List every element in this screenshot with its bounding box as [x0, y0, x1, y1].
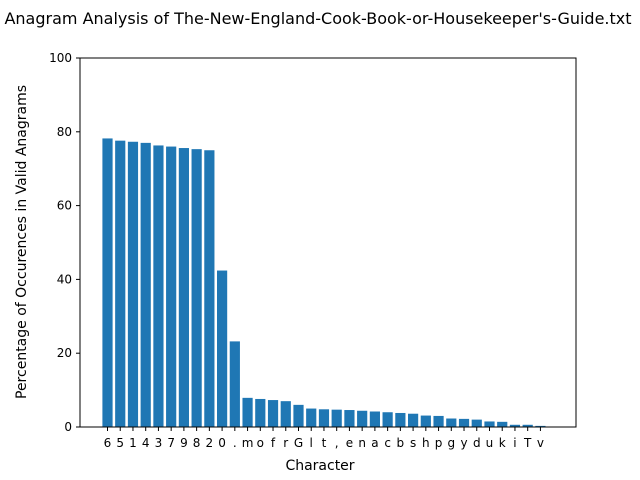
bars-group [102, 138, 546, 428]
x-tick-label-27: g [447, 436, 455, 450]
bar-9 [217, 270, 228, 427]
x-tick-label-5: 7 [167, 436, 175, 450]
bar-12 [255, 398, 266, 427]
bar-26 [433, 415, 444, 427]
bar-13 [267, 400, 279, 427]
bar-1 [115, 140, 126, 427]
bar-27 [446, 418, 457, 427]
x-tick-label-23: b [397, 436, 405, 450]
bar-32 [509, 424, 521, 427]
x-tick-label-32: i [513, 436, 516, 450]
bar-16 [306, 408, 317, 427]
x-tick-label-33: T [523, 436, 532, 450]
x-tick-label-17: t [322, 436, 327, 450]
x-tick-label-24: s [410, 436, 416, 450]
x-tick-label-18: , [335, 436, 339, 450]
bar-25 [420, 415, 431, 427]
y-tick-label-1: 20 [57, 346, 72, 360]
x-tick-label-4: 3 [155, 436, 163, 450]
y-tick-label-4: 80 [57, 125, 72, 139]
x-tick-label-25: h [422, 436, 430, 450]
x-tick-label-12: o [257, 436, 264, 450]
plot-area-frame [79, 57, 577, 428]
bar-3 [140, 142, 151, 427]
bar-31 [497, 421, 508, 427]
y-tick-label-0: 0 [64, 420, 72, 434]
bar-2 [127, 141, 139, 427]
chart-title: Anagram Analysis of The-New-England-Cook… [4, 9, 631, 28]
x-tick-label-0: 6 [104, 436, 112, 450]
x-axis-label: Character [285, 458, 354, 474]
x-tick-label-13: f [271, 436, 276, 450]
x-tick-label-21: a [371, 436, 378, 450]
x-tick-label-22: c [384, 436, 391, 450]
x-tick-label-26: p [435, 436, 443, 450]
bar-6 [178, 148, 189, 428]
x-tick-label-30: u [486, 436, 494, 450]
bar-17 [318, 409, 330, 427]
x-tick-label-29: d [473, 436, 481, 450]
bar-7 [191, 149, 202, 427]
x-tick-label-7: 8 [193, 436, 201, 450]
bar-8 [204, 150, 215, 427]
y-tick-label-2: 40 [57, 272, 72, 286]
bar-15 [293, 404, 304, 427]
y-tick-label-5: 100 [49, 51, 72, 65]
bar-23 [395, 412, 406, 427]
x-tick-label-9: 0 [218, 436, 226, 450]
y-tick-label-3: 60 [57, 199, 72, 213]
bar-34 [535, 425, 546, 427]
bar-14 [280, 401, 291, 427]
x-tick-label-34: v [537, 436, 544, 450]
bar-22 [382, 412, 393, 427]
bar-33 [522, 424, 533, 427]
x-tick-label-10: . [233, 436, 237, 450]
bar-19 [344, 410, 355, 427]
x-tick-label-14: r [283, 436, 288, 450]
bar-20 [357, 410, 368, 427]
bar-5 [166, 146, 177, 427]
bar-18 [331, 409, 342, 427]
bar-4 [153, 145, 164, 427]
x-tick-label-31: k [499, 436, 506, 450]
bar-0 [102, 138, 113, 427]
x-tick-label-28: y [460, 436, 467, 450]
x-tick-label-2: 1 [129, 436, 137, 450]
x-tick-label-11: m [242, 436, 254, 450]
x-tick-label-16: l [310, 436, 313, 450]
bar-29 [471, 419, 482, 427]
bar-30 [484, 421, 495, 427]
x-tick-label-1: 5 [116, 436, 124, 450]
x-tick-label-8: 2 [206, 436, 214, 450]
bar-10 [229, 341, 240, 427]
x-tick-label-15: G [294, 436, 303, 450]
y-axis-label: Percentage of Occurences in Valid Anagra… [14, 85, 30, 399]
bar-24 [408, 413, 419, 427]
x-tick-label-6: 9 [180, 436, 188, 450]
bar-11 [242, 397, 253, 427]
x-tick-label-19: e [346, 436, 353, 450]
bar-28 [458, 418, 470, 427]
bar-21 [369, 411, 380, 427]
x-tick-label-20: n [358, 436, 366, 450]
x-tick-label-3: 4 [142, 436, 150, 450]
y-axis: 0 20 40 60 80 100 [49, 51, 80, 434]
